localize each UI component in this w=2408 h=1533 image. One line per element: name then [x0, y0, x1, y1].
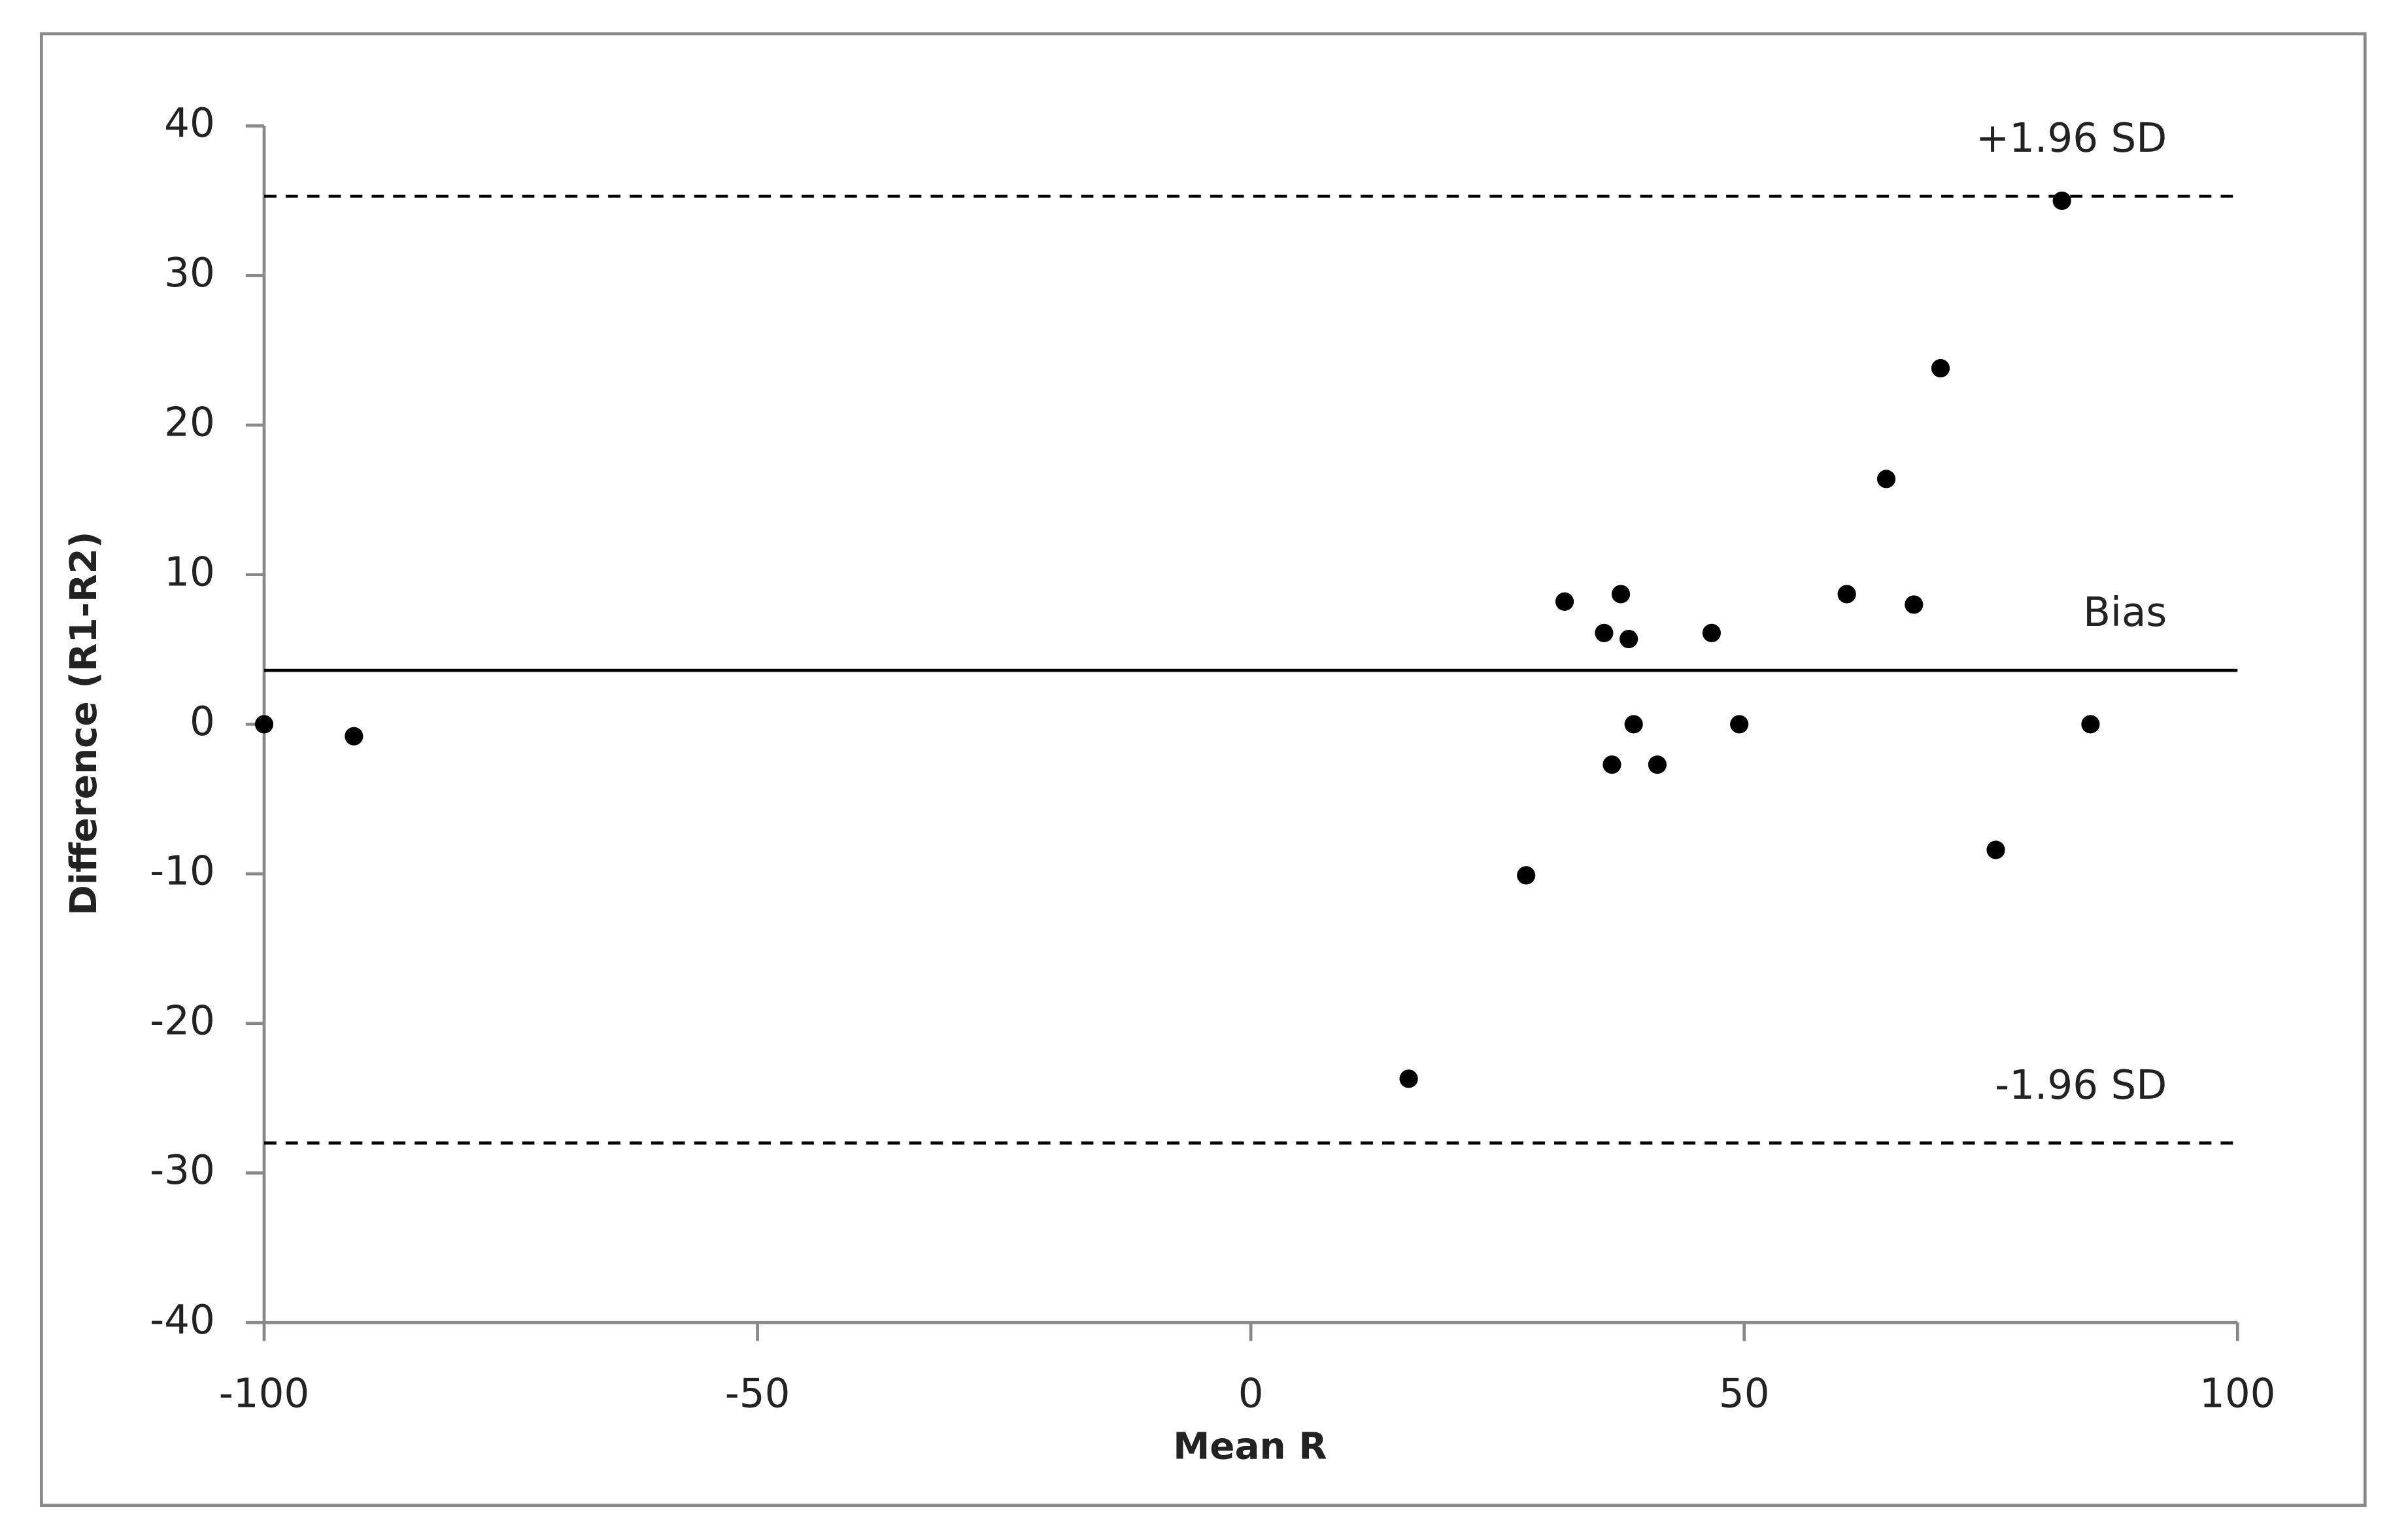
point	[1986, 840, 2005, 859]
point	[2052, 191, 2071, 211]
point	[1648, 755, 1667, 774]
point	[254, 715, 274, 734]
point	[2081, 715, 2100, 734]
x-tick-label: 100	[2199, 1371, 2276, 1417]
reference-label: Bias	[2083, 589, 2167, 636]
point	[1905, 595, 1924, 614]
y-tick-label: -20	[150, 997, 215, 1044]
x-tick-label: -50	[725, 1371, 790, 1417]
y-axis-title: Difference (R1-R2)	[63, 531, 105, 915]
point	[1876, 470, 1896, 489]
y-tick-label: -30	[150, 1147, 215, 1194]
chart-frame	[40, 32, 2367, 1507]
x-tick-label: -100	[219, 1371, 310, 1417]
point	[1517, 866, 1536, 885]
y-tick-label: 20	[164, 400, 215, 446]
reference-label: +1.96 SD	[1976, 115, 2167, 162]
point	[1837, 585, 1856, 604]
point	[1611, 585, 1631, 604]
y-tick-label: 40	[164, 100, 215, 146]
point	[1624, 715, 1643, 734]
reference-label: -1.96 SD	[1995, 1062, 2167, 1109]
y-tick-label: 30	[164, 250, 215, 296]
y-tick-label: 10	[164, 549, 215, 595]
point	[1555, 592, 1574, 611]
point	[1595, 623, 1614, 642]
point	[1702, 623, 1721, 642]
y-tick-label: -10	[150, 848, 215, 895]
x-tick-label: 0	[1238, 1371, 1264, 1417]
point	[1730, 715, 1749, 734]
x-axis-title: Mean R	[1173, 1425, 1327, 1468]
point	[1399, 1069, 1418, 1088]
point	[1619, 629, 1638, 649]
x-tick-label: 50	[1719, 1371, 1770, 1417]
point	[1603, 755, 1621, 774]
point	[1931, 359, 1950, 378]
point	[345, 727, 364, 746]
y-tick-label: 0	[190, 698, 215, 745]
y-tick-label: -40	[150, 1297, 215, 1343]
